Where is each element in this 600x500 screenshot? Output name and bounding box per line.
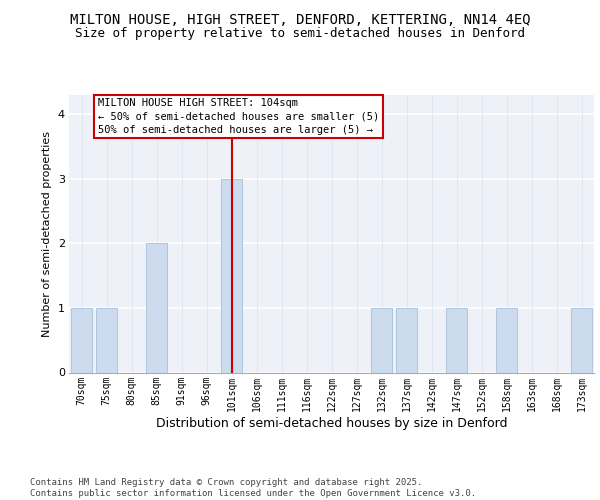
- Bar: [221, 179, 242, 372]
- Text: Contains HM Land Registry data © Crown copyright and database right 2025.
Contai: Contains HM Land Registry data © Crown c…: [30, 478, 476, 498]
- Bar: [396, 308, 417, 372]
- Y-axis label: Number of semi-detached properties: Number of semi-detached properties: [42, 130, 52, 337]
- Bar: [496, 308, 517, 372]
- Bar: [71, 308, 92, 372]
- Text: MILTON HOUSE HIGH STREET: 104sqm
← 50% of semi-detached houses are smaller (5)
5: MILTON HOUSE HIGH STREET: 104sqm ← 50% o…: [98, 98, 379, 134]
- Bar: [96, 308, 117, 372]
- X-axis label: Distribution of semi-detached houses by size in Denford: Distribution of semi-detached houses by …: [156, 418, 507, 430]
- Text: MILTON HOUSE, HIGH STREET, DENFORD, KETTERING, NN14 4EQ: MILTON HOUSE, HIGH STREET, DENFORD, KETT…: [70, 12, 530, 26]
- Bar: [571, 308, 592, 372]
- Bar: [446, 308, 467, 372]
- Text: Size of property relative to semi-detached houses in Denford: Size of property relative to semi-detach…: [75, 28, 525, 40]
- Bar: [146, 244, 167, 372]
- Bar: [371, 308, 392, 372]
